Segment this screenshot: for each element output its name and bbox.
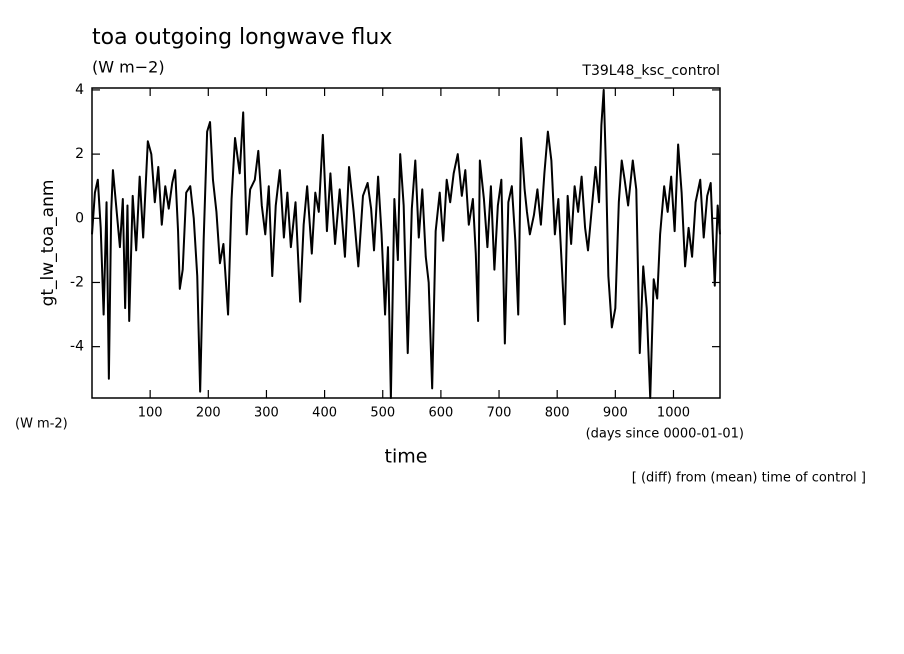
x-tick-label: 500 <box>370 406 395 421</box>
run-label: T39L48_ksc_control <box>581 63 720 79</box>
annotation: [ (diff) from (mean) time of control ] <box>632 471 866 486</box>
y-axis-label: gt_lw_toa_anm <box>38 180 58 307</box>
x-tick-label: 800 <box>545 406 570 421</box>
x-axis-label: time <box>385 446 428 468</box>
chart-title: toa outgoing longwave flux <box>92 25 392 50</box>
y-tick-label: 4 <box>75 82 84 98</box>
x-tick-label: 100 <box>138 406 163 421</box>
x-tick-label: 700 <box>487 406 512 421</box>
x-units: (days since 0000-01-01) <box>586 427 744 442</box>
y-tick-label: 2 <box>75 146 84 162</box>
x-tick-label: 400 <box>312 406 337 421</box>
x-tick-label: 1000 <box>657 406 690 421</box>
x-tick-label: 200 <box>196 406 221 421</box>
y-tick-label: -4 <box>70 339 84 355</box>
plot-frame <box>91 87 721 399</box>
data-line <box>91 88 721 399</box>
x-tick-label: 600 <box>428 406 453 421</box>
y-tick-label: 0 <box>75 210 84 226</box>
x-tick-label: 900 <box>603 406 628 421</box>
y-tick-label: -2 <box>70 274 84 290</box>
x-tick-label: 300 <box>254 406 279 421</box>
y-units: (W m-2) <box>15 417 68 432</box>
chart-subtitle: (W m−2) <box>92 58 165 77</box>
